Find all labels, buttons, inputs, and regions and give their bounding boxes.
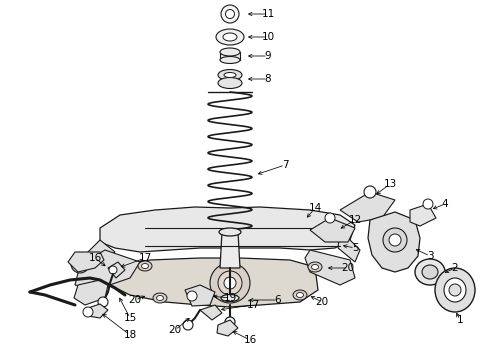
Text: 5: 5 xyxy=(352,243,358,253)
Text: 14: 14 xyxy=(308,203,321,213)
Ellipse shape xyxy=(153,293,167,303)
Circle shape xyxy=(423,199,433,209)
Circle shape xyxy=(325,213,335,223)
Ellipse shape xyxy=(220,57,240,63)
Ellipse shape xyxy=(296,292,303,297)
Circle shape xyxy=(75,259,85,269)
Polygon shape xyxy=(88,304,108,318)
Circle shape xyxy=(383,228,407,252)
Polygon shape xyxy=(68,252,104,272)
Text: 3: 3 xyxy=(427,251,433,261)
Ellipse shape xyxy=(216,29,244,45)
Text: 7: 7 xyxy=(282,160,288,170)
Ellipse shape xyxy=(219,228,241,236)
Circle shape xyxy=(225,9,235,18)
Polygon shape xyxy=(74,280,108,305)
Text: 2: 2 xyxy=(452,263,458,273)
Text: 8: 8 xyxy=(265,74,271,84)
Ellipse shape xyxy=(218,69,242,81)
Polygon shape xyxy=(340,192,395,222)
Ellipse shape xyxy=(138,261,152,271)
Polygon shape xyxy=(338,230,360,262)
Polygon shape xyxy=(110,258,318,307)
Circle shape xyxy=(224,277,236,289)
Circle shape xyxy=(187,291,197,301)
Polygon shape xyxy=(185,285,215,306)
Ellipse shape xyxy=(220,48,240,56)
Ellipse shape xyxy=(444,278,466,302)
Ellipse shape xyxy=(308,262,322,272)
Text: 6: 6 xyxy=(275,295,281,305)
Ellipse shape xyxy=(224,72,236,77)
Polygon shape xyxy=(310,218,355,242)
Text: 18: 18 xyxy=(123,330,137,340)
Ellipse shape xyxy=(293,290,307,300)
Polygon shape xyxy=(410,204,436,226)
Circle shape xyxy=(218,271,242,295)
Polygon shape xyxy=(217,320,238,336)
Text: 9: 9 xyxy=(265,51,271,61)
Polygon shape xyxy=(108,262,125,278)
Circle shape xyxy=(183,320,193,330)
Circle shape xyxy=(71,255,89,273)
Polygon shape xyxy=(305,250,355,285)
Ellipse shape xyxy=(142,264,148,269)
Circle shape xyxy=(98,297,108,307)
Polygon shape xyxy=(80,240,115,270)
Circle shape xyxy=(210,263,250,303)
Ellipse shape xyxy=(218,77,242,89)
Polygon shape xyxy=(368,212,420,272)
Ellipse shape xyxy=(312,265,318,270)
Text: 16: 16 xyxy=(88,253,101,263)
Ellipse shape xyxy=(221,294,239,302)
Text: 1: 1 xyxy=(457,315,464,325)
Text: 20: 20 xyxy=(128,295,142,305)
Circle shape xyxy=(221,5,239,23)
Circle shape xyxy=(225,317,235,327)
Text: 17: 17 xyxy=(138,253,151,263)
Text: 12: 12 xyxy=(348,215,362,225)
Text: 11: 11 xyxy=(261,9,274,19)
Ellipse shape xyxy=(435,268,475,312)
Circle shape xyxy=(109,266,117,274)
Text: 13: 13 xyxy=(383,179,396,189)
Circle shape xyxy=(364,186,376,198)
Text: 15: 15 xyxy=(123,313,137,323)
Ellipse shape xyxy=(156,296,164,301)
Ellipse shape xyxy=(422,265,438,279)
Ellipse shape xyxy=(223,33,237,41)
Text: 19: 19 xyxy=(223,293,237,303)
Circle shape xyxy=(389,234,401,246)
Polygon shape xyxy=(220,232,240,268)
Text: 10: 10 xyxy=(262,32,274,42)
Polygon shape xyxy=(75,250,140,290)
Text: 17: 17 xyxy=(246,300,260,310)
Circle shape xyxy=(83,307,93,317)
Polygon shape xyxy=(220,52,240,60)
Text: 20: 20 xyxy=(169,325,182,335)
Text: 4: 4 xyxy=(441,199,448,209)
Polygon shape xyxy=(100,207,355,252)
Text: 20: 20 xyxy=(316,297,329,307)
Ellipse shape xyxy=(415,259,445,285)
Text: 16: 16 xyxy=(244,335,257,345)
Text: 20: 20 xyxy=(342,263,355,273)
Polygon shape xyxy=(200,305,222,320)
Circle shape xyxy=(449,284,461,296)
